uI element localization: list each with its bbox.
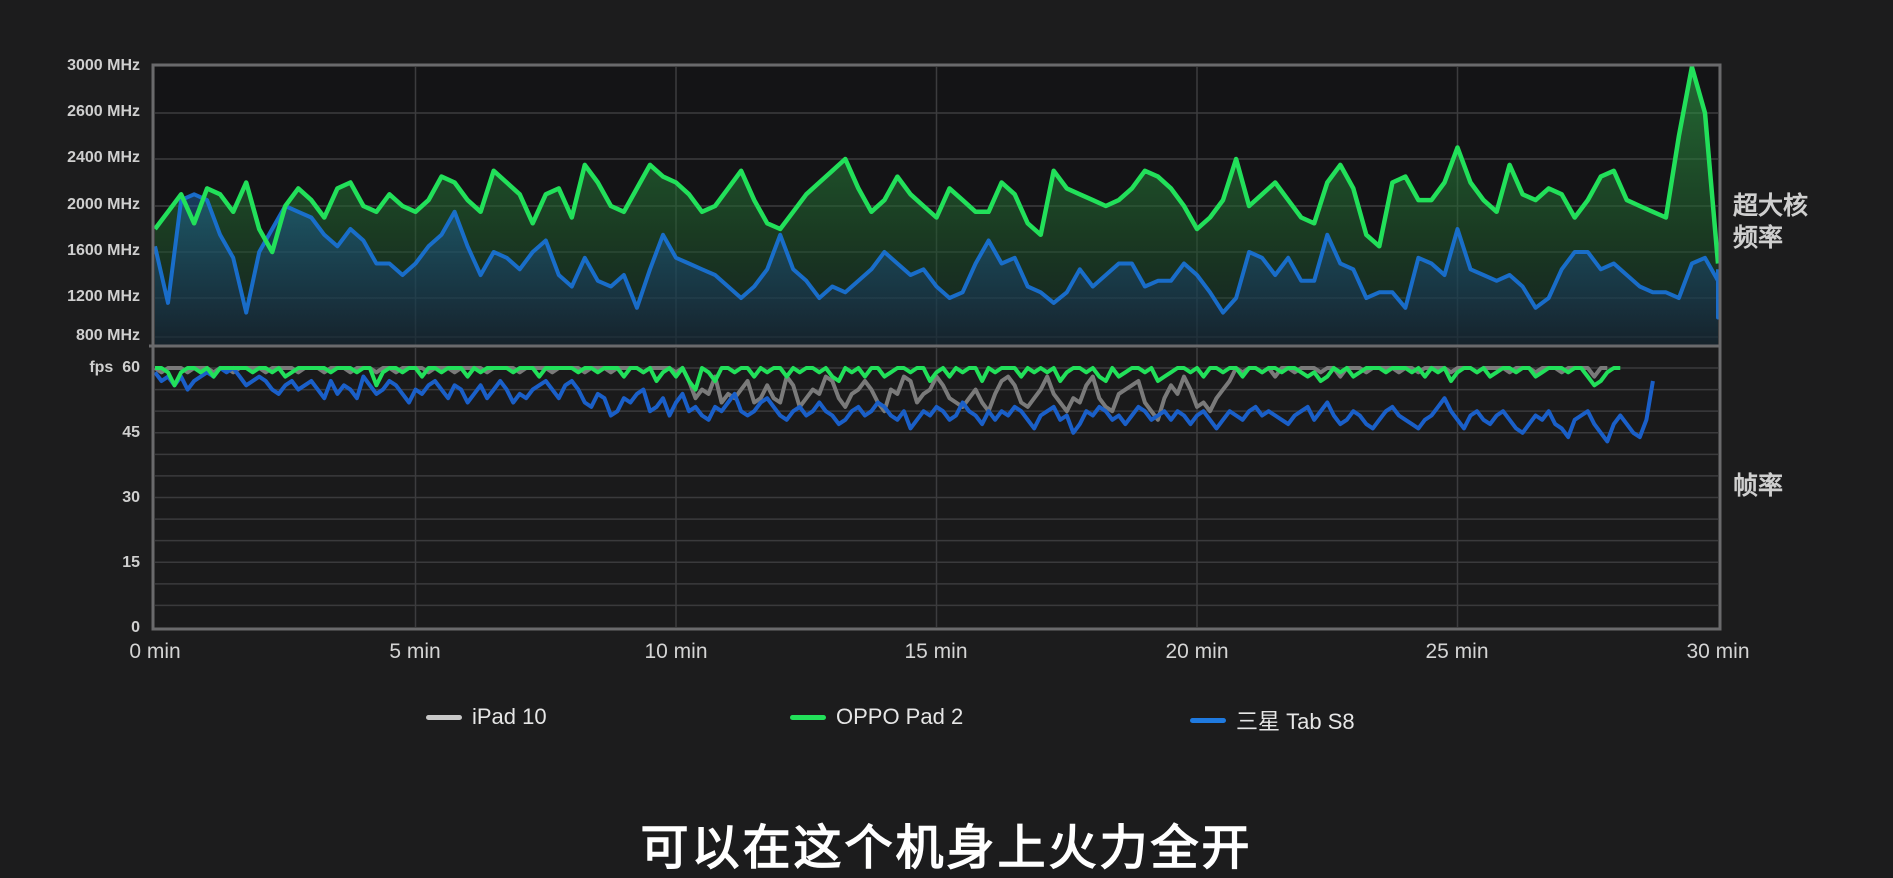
legend-label-samsung: 三星 Tab S8 (1236, 709, 1355, 734)
panel-label-line1: 超大核 (1733, 191, 1809, 220)
panel-label-line2: 频率 (1733, 223, 1784, 252)
x-tick-10: 10 min (644, 640, 708, 663)
y-tick-1600: 1600 MHz (67, 242, 140, 259)
x-tick-25: 25 min (1425, 640, 1489, 663)
legend-label-oppo: OPPO Pad 2 (836, 704, 964, 729)
x-tick-0: 0 min (129, 640, 181, 663)
legend-swatch-ipad (426, 714, 462, 720)
grid-lines (155, 67, 1718, 627)
y-tick-3000: 3000 MHz (67, 57, 140, 74)
chart-frame (149, 63, 1722, 631)
y-tick-fps-15: 15 (122, 554, 140, 571)
y-tick-2000: 2000 MHz (67, 196, 140, 213)
legend-item-oppo-pad-2: OPPO Pad 2 (790, 704, 963, 730)
x-tick-20: 20 min (1165, 640, 1229, 663)
y-tick-2600: 2600 MHz (67, 103, 140, 120)
x-tick-15: 15 min (904, 640, 968, 663)
y-tick-800: 800 MHz (75, 327, 140, 344)
legend-swatch-oppo (790, 714, 826, 720)
video-subtitle: 可以在这个机身上火力全开 (640, 820, 1253, 876)
x-tick-5: 5 min (389, 640, 441, 663)
panel-label-framerate: 帧率 (1733, 471, 1784, 500)
y-tick-fps-45: 45 (122, 424, 140, 441)
y-tick-fps-60: fps 60 (89, 359, 140, 376)
legend-swatch-samsung (1190, 717, 1226, 723)
panel-label-cpu-frequency: 超大核 频率 (1733, 190, 1808, 254)
series-lines (153, 64, 1721, 444)
legend-item-samsung-tab-s8: 三星 Tab S8 (1190, 704, 1355, 736)
y-tick-2400: 2400 MHz (67, 149, 140, 166)
y-tick-fps-30: 30 (122, 489, 140, 506)
x-tick-30: 30 min (1686, 640, 1750, 663)
legend-item-ipad-10: iPad 10 (426, 704, 547, 730)
legend-label-ipad: iPad 10 (472, 704, 547, 729)
y-tick-fps-0: 0 (131, 619, 140, 636)
y-tick-1200: 1200 MHz (67, 288, 140, 305)
